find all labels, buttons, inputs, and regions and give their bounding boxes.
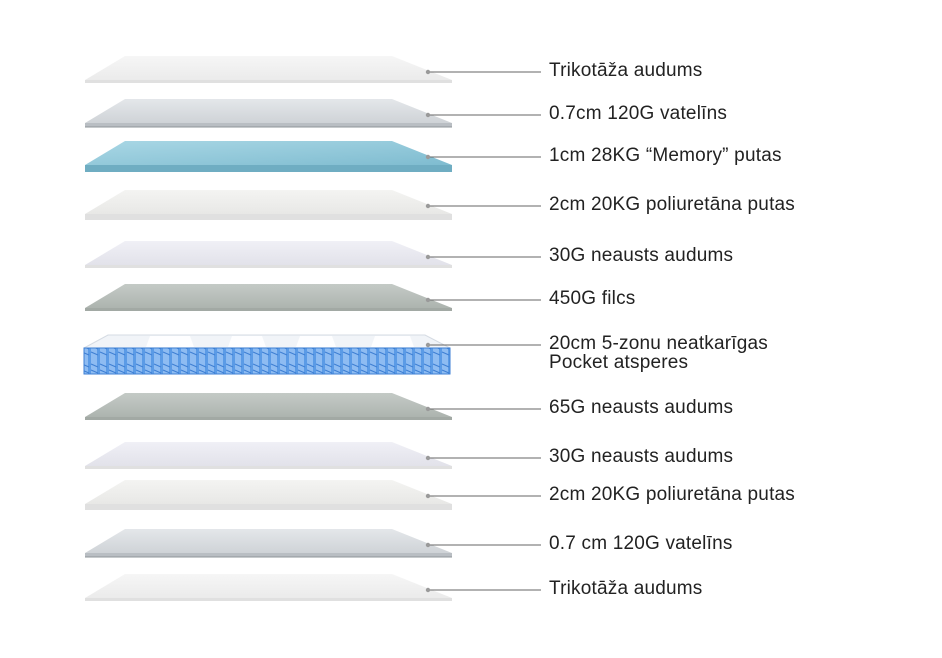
leader-dot <box>425 406 431 412</box>
layer-label-nonwoven-30-bottom: 30G neausts audums <box>549 446 734 467</box>
leader-dot <box>425 254 431 260</box>
leader-dot <box>425 455 431 461</box>
leader-dot <box>425 587 431 593</box>
layer-label-trikotaza-top: Trikotāža audums <box>549 60 703 81</box>
layer-felt-450 <box>85 284 452 311</box>
leader-dot <box>425 297 431 303</box>
layer-foam-bottom <box>85 480 452 510</box>
layer-label-felt-450: 450G filcs <box>549 288 636 309</box>
leader-dot <box>425 203 431 209</box>
layer-vatelins-bottom <box>85 529 452 558</box>
layer-label-line1: 20cm 5-zonu neatkarīgas <box>549 333 768 354</box>
layer-label-foam-bottom: 2cm 20KG poliuretāna putas <box>549 484 796 505</box>
layer-label-line2: Pocket atsperes <box>549 352 689 373</box>
layer-foam-top <box>85 190 452 220</box>
layer-nonwoven-65 <box>85 393 452 420</box>
layer-label-trikotaza-bottom: Trikotāža audums <box>549 578 703 599</box>
layer-label-memory-foam: 1cm 28KG “Memory” putas <box>549 145 782 166</box>
layer-trikotaza-bottom <box>85 574 452 601</box>
layer-label-nonwoven-65: 65G neausts audums <box>549 397 734 418</box>
layer-nonwoven-30-bottom <box>85 442 452 469</box>
layer-trikotaza-top <box>85 56 452 83</box>
leader-dot <box>425 154 431 160</box>
layer-label-vatelins-bottom: 0.7 cm 120G vatelīns <box>549 533 733 554</box>
layer-label-foam-top: 2cm 20KG poliuretāna putas <box>549 194 796 215</box>
leader-dot <box>425 69 431 75</box>
layer-pocket-springs <box>83 334 451 375</box>
layer-label-pocket-springs: 20cm 5-zonu neatkarīgas Pocket atsperes <box>549 334 768 372</box>
layer-label-nonwoven-30-top: 30G neausts audums <box>549 245 734 266</box>
leader-dot <box>425 112 431 118</box>
layer-memory-foam <box>85 141 452 172</box>
layer-label-vatelins-top: 0.7cm 120G vatelīns <box>549 103 728 124</box>
leader-dot <box>425 493 431 499</box>
leader-dot <box>425 542 431 548</box>
leader-dot <box>425 342 431 348</box>
layer-nonwoven-30-top <box>85 241 452 268</box>
layer-vatelins-top <box>85 99 452 128</box>
